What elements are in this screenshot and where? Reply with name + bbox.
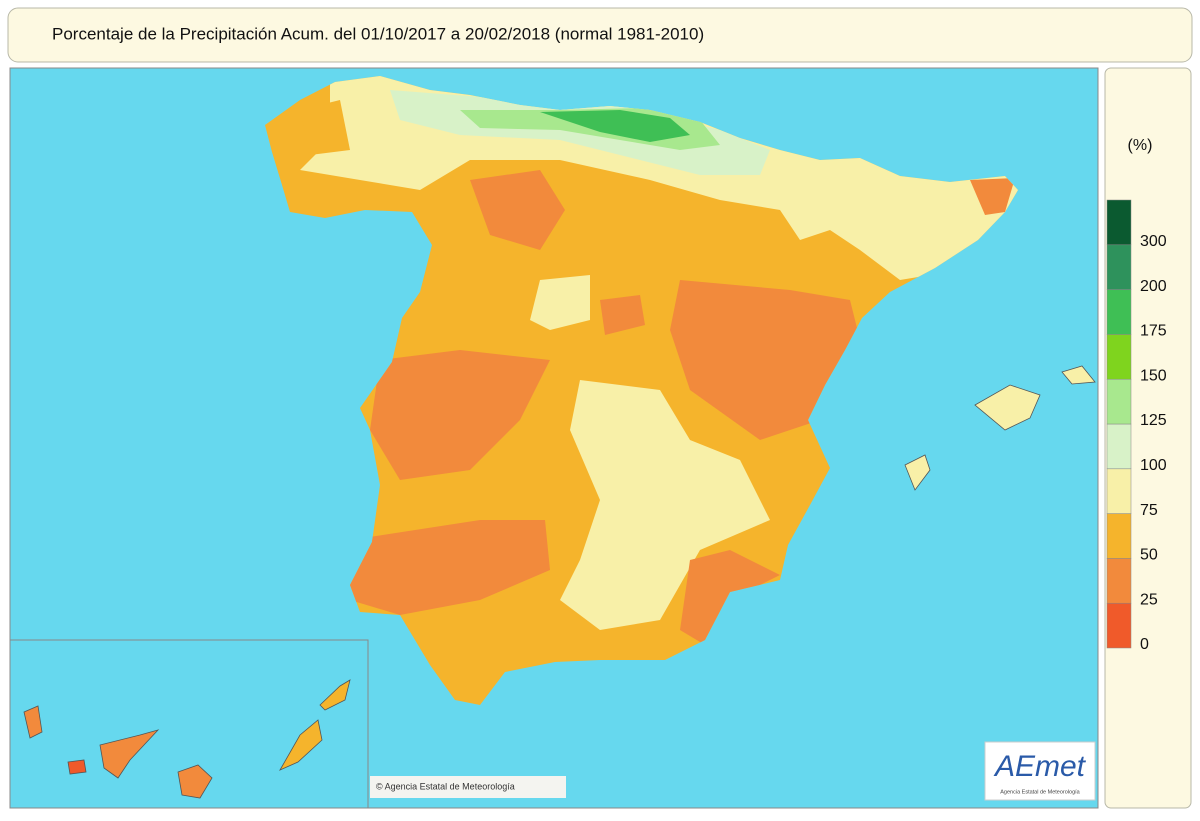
legend-tick-label: 50: [1140, 547, 1158, 564]
map-title: Porcentaje de la Precipitación Acum. del…: [52, 24, 704, 43]
legend-tick-label: 175: [1140, 323, 1167, 340]
legend-swatch: [1106, 244, 1132, 290]
credit-box: [370, 776, 566, 798]
legend-tick-label: 100: [1140, 457, 1167, 474]
canary-inset: [9, 639, 369, 809]
zone-25-50-a: [470, 170, 565, 250]
logo-name: AEmet: [993, 750, 1087, 783]
zone-25-50-c: [670, 280, 860, 440]
zone-175-200: [540, 110, 690, 142]
zone-center-north: [530, 275, 590, 330]
zone-25-50-f: [600, 295, 645, 335]
legend-swatch: [1106, 602, 1132, 649]
legend-swatch: [1106, 199, 1132, 246]
legend-tick-label: 25: [1140, 591, 1158, 608]
legend-tick-label: 75: [1140, 502, 1158, 519]
zone-galicia: [300, 100, 350, 155]
legend-swatch: [1106, 423, 1132, 470]
fuerteventura: [279, 719, 323, 771]
gran-canaria: [177, 764, 213, 799]
legend-tick-label: 300: [1140, 233, 1167, 250]
legend-swatch: [1106, 334, 1132, 380]
la-gomera: [67, 759, 87, 775]
zone-25-50-d: [350, 520, 550, 615]
la-palma: [23, 705, 43, 739]
lanzarote: [319, 679, 351, 711]
menorca: [1061, 365, 1096, 385]
ibiza: [904, 454, 931, 491]
legend-tick-label: 150: [1140, 367, 1167, 384]
logo-box: [984, 741, 1096, 801]
zone-25-50-b: [370, 350, 550, 480]
legend-swatch: [1106, 378, 1132, 425]
credit: © Agencia Estatal de Meteorología: [376, 781, 515, 791]
legend-swatch: [1106, 558, 1132, 604]
legend-tick-label: 200: [1140, 278, 1167, 295]
legend-swatch: [1106, 513, 1132, 559]
legend-swatch: [1106, 289, 1132, 335]
logo-subtitle: Agencia Estatal de Meteorología: [1000, 789, 1080, 795]
zone-25-50-g: [970, 178, 1015, 215]
tenerife: [99, 729, 160, 779]
mallorca: [974, 384, 1041, 431]
zone-center: [560, 380, 770, 630]
title-bar: [7, 7, 1193, 63]
legend-tick-label: 0: [1140, 636, 1149, 653]
legend-title: (%): [1128, 137, 1153, 154]
legend-tick-label: 125: [1140, 412, 1167, 429]
legend-swatch: [1106, 468, 1132, 514]
